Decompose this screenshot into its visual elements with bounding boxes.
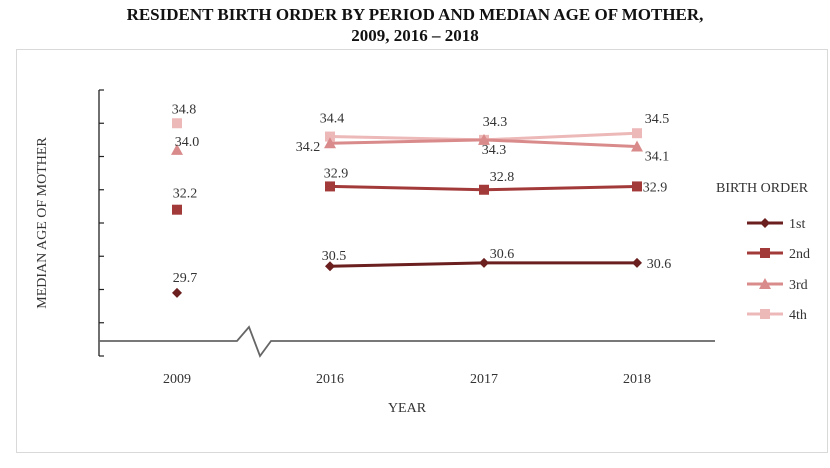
series-4th-data-label: 34.3 <box>483 115 508 130</box>
x-axis-line-with-break <box>99 325 715 358</box>
legend-4th-swatch-marker <box>760 309 770 319</box>
chart-title-line-2: 2009, 2016 – 2018 <box>351 26 479 45</box>
chart-title: RESIDENT BIRTH ORDER BY PERIOD AND MEDIA… <box>0 4 830 46</box>
x-tick-label: 2018 <box>623 372 651 387</box>
series-2nd-data-label: 32.2 <box>173 187 198 202</box>
series-1st-marker <box>172 287 182 298</box>
series-4th-data-label: 34.8 <box>172 102 197 117</box>
chart-title-line-1: RESIDENT BIRTH ORDER BY PERIOD AND MEDIA… <box>126 5 704 24</box>
x-axis-title: YEAR <box>388 401 427 416</box>
series-2nd-marker <box>325 181 335 192</box>
legend-1st-label: 1st <box>789 217 805 232</box>
series-1st-data-label: 30.6 <box>490 247 515 262</box>
series-4th-marker <box>632 128 642 139</box>
series-4th-marker <box>325 131 335 142</box>
legend-3rd-swatch-marker <box>759 278 771 289</box>
chart-frame <box>16 49 828 453</box>
series-4th-data-label: 34.5 <box>645 112 670 127</box>
series-1st-marker <box>479 257 489 268</box>
series-3rd-marker <box>324 137 336 149</box>
series-3rd-data-label: 34.2 <box>296 140 321 155</box>
x-tick-label: 2009 <box>163 372 191 387</box>
series-3rd-data-label: 34.0 <box>175 135 200 150</box>
series-2nd-marker <box>172 204 182 215</box>
y-axis-title: MEDIAN AGE OF MOTHER <box>35 137 50 309</box>
series-1st-data-label: 29.7 <box>173 271 198 286</box>
x-tick-label: 2017 <box>470 372 498 387</box>
series-4th-marker <box>172 118 182 129</box>
series-4th-data-label: 34.4 <box>320 112 345 127</box>
series-3rd-data-label: 34.3 <box>482 143 507 158</box>
legend-title: BIRTH ORDER <box>716 181 809 196</box>
legend-3rd-label: 3rd <box>789 278 808 293</box>
legend-2nd-label: 2nd <box>789 247 810 262</box>
series-1st-marker <box>325 261 335 272</box>
series-2nd-data-label: 32.9 <box>643 180 668 195</box>
series-1st-marker <box>632 257 642 268</box>
series-1st-data-label: 30.5 <box>322 249 347 264</box>
series-3rd-data-label: 34.1 <box>645 150 670 165</box>
series-3rd-marker <box>631 140 643 152</box>
series-3rd-marker <box>171 143 183 155</box>
series-2nd-data-label: 32.9 <box>324 166 349 181</box>
series-2nd-marker <box>479 184 489 195</box>
legend-4th-label: 4th <box>789 308 807 323</box>
series-2nd-marker <box>632 181 642 192</box>
series-1st-data-label: 30.6 <box>647 257 672 272</box>
series-2nd-data-label: 32.8 <box>490 170 515 185</box>
series-3rd-marker <box>478 133 490 145</box>
legend-2nd-swatch-marker <box>760 248 770 258</box>
x-tick-label: 2016 <box>316 372 344 387</box>
legend-1st-swatch-marker <box>760 218 770 228</box>
